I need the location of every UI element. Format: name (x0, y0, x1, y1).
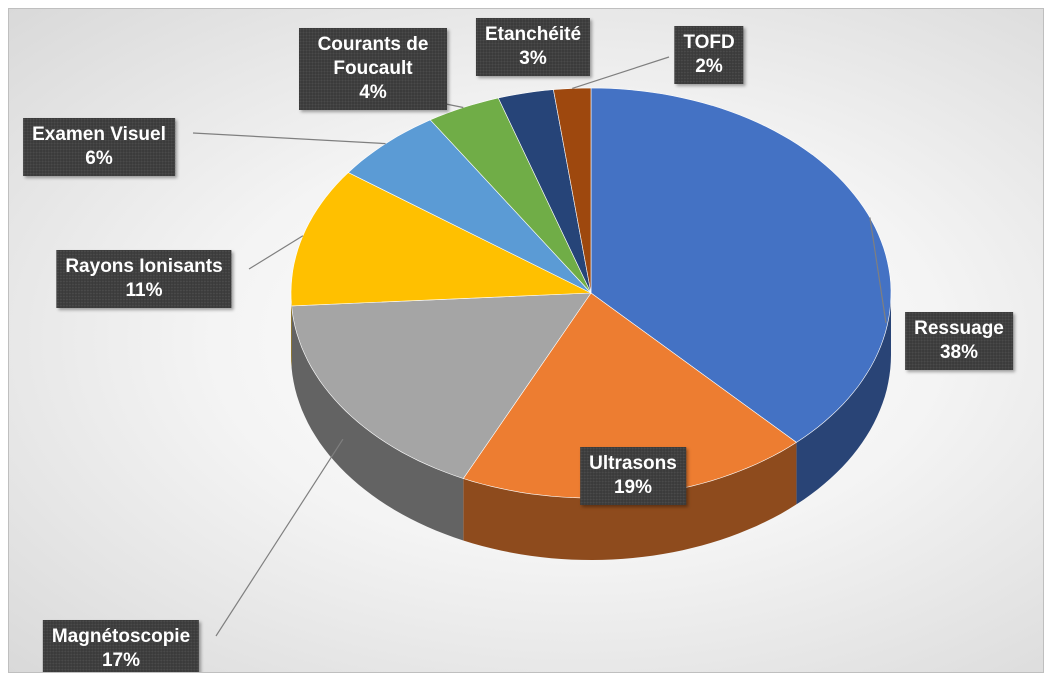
label-name: Rayons Ionisants (65, 256, 223, 277)
data-label: Magnétoscopie 17% (42, 620, 200, 672)
slice-side (291, 305, 464, 541)
slice (291, 292, 592, 479)
label-name: Examen Visuel (32, 124, 166, 145)
slice-side (291, 293, 292, 368)
data-label: TOFD 2% (674, 26, 744, 84)
chart-area: Ressuage 38% Ultrasons 19% Magnétoscopie 17% R… (8, 8, 1044, 673)
label-value: 38% (939, 342, 979, 363)
slice (497, 89, 592, 294)
data-label: Ressuage 38% (905, 312, 1013, 370)
label-value: 2% (695, 56, 723, 77)
leader-line (248, 235, 304, 270)
data-label: Ultrasons 19% (580, 447, 686, 505)
label-name: Magnétoscopie (51, 626, 191, 647)
label-value: 17% (101, 650, 141, 671)
data-label: Courants de Foucault 4% (299, 28, 447, 110)
label-value: 11% (125, 280, 163, 301)
label-value: 4% (359, 82, 387, 103)
label-value: 3% (519, 48, 547, 69)
label-name: TOFD (683, 32, 735, 53)
data-label: Rayons Ionisants 11% (56, 250, 232, 308)
data-label: Etanchéité 3% (475, 18, 591, 76)
label-name: Courants de Foucault (317, 34, 429, 79)
leader-line (192, 132, 386, 145)
data-label: Examen Visuel 6% (23, 118, 175, 176)
label-name: Ultrasons (589, 453, 677, 474)
leader-line (215, 438, 344, 637)
leader-line (869, 217, 887, 324)
label-value: 19% (613, 477, 653, 498)
label-name: Etanchéité (484, 24, 582, 45)
label-name: Ressuage (914, 318, 1004, 339)
chart (192, 56, 892, 637)
leader-line (572, 56, 670, 89)
label-value: 6% (85, 148, 113, 169)
slice-side (796, 293, 891, 505)
slice (347, 119, 592, 294)
